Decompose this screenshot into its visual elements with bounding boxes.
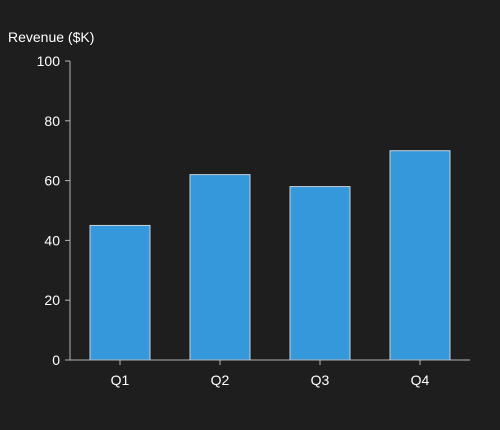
x-tick-label-q3: Q3 bbox=[311, 372, 330, 388]
bar-q1 bbox=[89, 224, 151, 361]
axes-group bbox=[69, 61, 470, 361]
y-tick-label: 20 bbox=[44, 292, 60, 308]
y-ticks-group: 0 20 40 60 80 100 bbox=[37, 53, 70, 368]
x-tick-label-q2: Q2 bbox=[211, 372, 230, 388]
x-ticks-group: Q1 Q2 Q3 Q4 bbox=[111, 360, 430, 388]
x-tick-label-q1: Q1 bbox=[111, 372, 130, 388]
y-axis-title: Revenue ($K) bbox=[8, 29, 94, 45]
bar-q3 bbox=[289, 186, 351, 361]
y-tick-label: 60 bbox=[44, 173, 60, 189]
x-tick-label-q4: Q4 bbox=[411, 372, 430, 388]
bars-group bbox=[89, 150, 451, 361]
y-tick-label: 100 bbox=[37, 53, 61, 69]
bar-q4 bbox=[389, 150, 451, 361]
bar-q2 bbox=[189, 174, 251, 361]
y-tick-label: 80 bbox=[44, 113, 60, 129]
y-tick-label: 0 bbox=[52, 352, 60, 368]
y-tick-label: 40 bbox=[44, 232, 60, 248]
